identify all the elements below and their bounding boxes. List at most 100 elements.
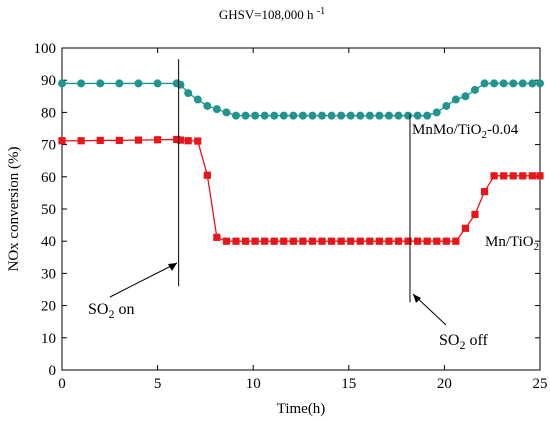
series-line-1 [62, 138, 540, 242]
data-point-square [289, 237, 297, 245]
data-point-square [536, 172, 544, 180]
so2-on-arrow-line [109, 262, 178, 298]
so2-on-label: SO2 on [88, 301, 134, 321]
data-point-square [203, 171, 211, 179]
data-point-circle [442, 101, 451, 110]
data-point-square [270, 237, 278, 245]
data-point-square [480, 188, 489, 196]
y-axis-label: NOx conversion (%) [6, 147, 22, 272]
data-point-circle [536, 79, 544, 88]
data-point-square [528, 172, 536, 180]
data-point-circle [212, 105, 221, 114]
data-point-circle [432, 108, 441, 117]
data-point-circle [461, 92, 470, 101]
data-point-circle [375, 111, 384, 120]
data-point-circle [499, 79, 508, 88]
data-point-square [261, 237, 269, 245]
data-point-circle [176, 80, 185, 89]
series-lines [62, 82, 540, 242]
data-point-square [115, 136, 123, 145]
series-label-mnmo: MnMo/TiO2-0.04 [412, 122, 519, 141]
series-label-mn-main: Mn/TiO [485, 234, 534, 250]
data-point-circle [480, 79, 489, 88]
data-point-square [461, 224, 470, 232]
data-point-square [184, 137, 192, 145]
data-point-square [194, 137, 202, 145]
data-point-square [308, 237, 317, 245]
y-tick-label: 20 [41, 299, 56, 315]
so2-on-rest: on [114, 301, 134, 318]
y-tick-label: 100 [34, 41, 57, 57]
so2-off-sub: 2 [459, 338, 465, 352]
data-point-circle [96, 79, 105, 88]
data-point-circle [193, 95, 202, 104]
series-label-mnmo-sub: 2 [481, 129, 487, 141]
data-point-circle [518, 79, 527, 88]
y-tick-label: 10 [41, 331, 56, 347]
data-point-circle [404, 111, 413, 120]
chart-title: GHSV=108,000 h -1 [219, 6, 325, 22]
data-point-circle [365, 111, 374, 120]
data-point-square [433, 237, 441, 245]
so2-off-main: SO [439, 332, 459, 349]
data-point-square [500, 172, 508, 180]
data-point-circle [509, 79, 518, 88]
so2-on-sub: 2 [108, 307, 114, 321]
data-point-square [58, 137, 66, 145]
data-point-square [327, 237, 336, 245]
data-point-square [241, 237, 250, 245]
x-axis-ticks: 0 5 10 15 20 25 [58, 48, 548, 392]
series-label-mnmo-main: MnMo/TiO [412, 122, 482, 138]
data-point-square [280, 237, 288, 245]
data-point-circle [260, 111, 269, 120]
data-point-square [251, 237, 259, 245]
chart-title-main: GHSV=108,000 h [219, 7, 314, 22]
data-point-square [490, 172, 498, 180]
data-point-circle [394, 111, 403, 120]
series-label-mn: Mn/TiO2 [485, 234, 539, 253]
data-point-circle [115, 79, 124, 88]
x-tick-label: 0 [58, 376, 66, 392]
so2-off-rest: off [465, 332, 488, 349]
series-label-mn-sub: 2 [534, 241, 540, 253]
data-point-circle [308, 111, 317, 120]
y-tick-label: 0 [49, 363, 57, 379]
x-tick-label: 25 [533, 376, 548, 392]
series-label-mnmo-rest: -0.04 [487, 122, 519, 138]
data-point-circle [289, 111, 298, 120]
data-point-square [347, 237, 355, 245]
x-tick-label: 20 [437, 376, 452, 392]
data-point-square [509, 172, 517, 180]
y-tick-label: 50 [41, 202, 56, 218]
data-point-square [442, 237, 450, 245]
data-point-square [375, 237, 383, 245]
data-point-square [318, 237, 326, 245]
y-tick-label: 30 [41, 266, 56, 282]
x-tick-label: 15 [341, 376, 356, 392]
y-axis-ticks: 0 10 20 30 40 50 60 70 80 90 100 [34, 41, 540, 379]
data-point-square [366, 237, 374, 245]
y-tick-label: 70 [41, 138, 56, 154]
data-point-square [471, 210, 479, 219]
data-point-circle [490, 79, 499, 88]
data-point-square [154, 136, 162, 144]
data-point-square [173, 135, 181, 144]
data-point-circle [279, 111, 288, 120]
data-point-circle [356, 111, 365, 120]
data-point-circle [241, 111, 250, 120]
data-point-square [356, 237, 364, 245]
x-axis-label: Time(h) [277, 401, 326, 417]
data-point-circle [318, 111, 327, 120]
data-point-circle [270, 111, 279, 120]
data-point-square [134, 136, 143, 144]
y-tick-label: 60 [41, 170, 56, 186]
series-markers [58, 79, 544, 245]
data-point-circle [528, 79, 537, 88]
x-tick-label: 5 [154, 376, 162, 392]
so2-off-label: SO2 off [439, 332, 488, 352]
data-point-square [222, 237, 231, 245]
data-point-circle [346, 111, 355, 120]
data-point-circle [231, 111, 240, 120]
data-point-square [404, 237, 412, 245]
